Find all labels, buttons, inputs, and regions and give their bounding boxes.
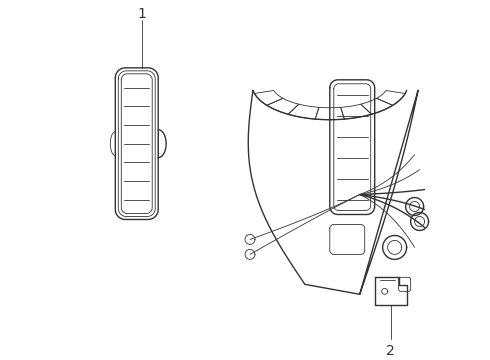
- Text: 1: 1: [137, 7, 146, 21]
- Text: 2: 2: [386, 344, 395, 358]
